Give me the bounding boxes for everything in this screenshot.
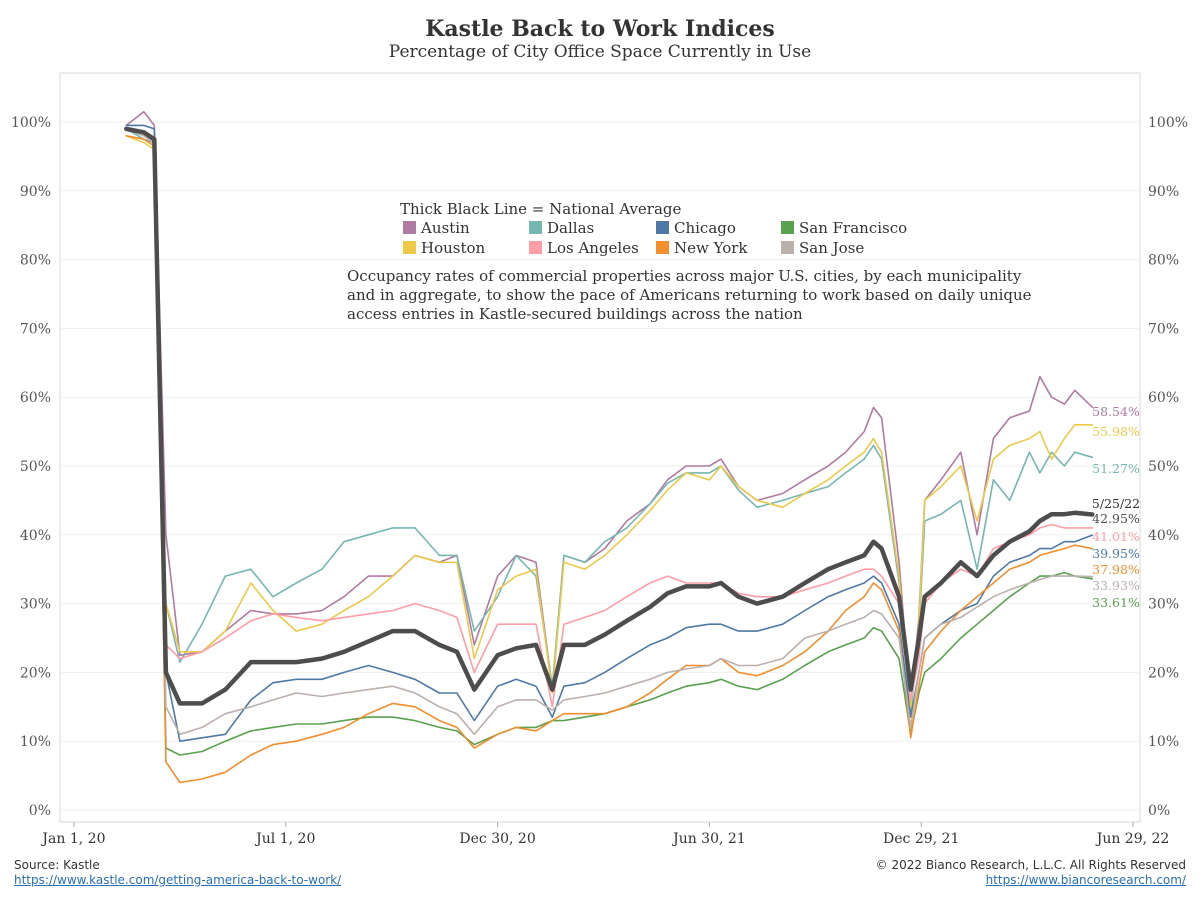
annotation-line: and in aggregate, to show the pace of Am… xyxy=(347,286,1032,304)
legend-label: Dallas xyxy=(547,219,594,237)
end-value-label-chicago: 39.95% xyxy=(1092,546,1140,561)
legend-swatch xyxy=(656,221,669,234)
series-line-san-jose xyxy=(125,128,1094,736)
end-value-label-new-york: 37.98% xyxy=(1092,562,1140,577)
legend-label: San Francisco xyxy=(799,219,907,237)
end-value-label-austin: 58.54% xyxy=(1092,404,1140,419)
series-line-austin xyxy=(125,110,1094,708)
y-tick-label-right: 80% xyxy=(1148,253,1179,269)
series-line-new-york xyxy=(125,135,1094,784)
copyright-text: © 2022 Bianco Research, L.L.C. All Right… xyxy=(875,858,1186,872)
end-value-label-dallas: 51.27% xyxy=(1092,461,1140,476)
x-tick-label: Dec 30, 20 xyxy=(459,831,535,847)
y-tick-label-right: 0% xyxy=(1148,803,1170,819)
legend-label: San Jose xyxy=(799,239,864,257)
legend-label: Los Angeles xyxy=(547,239,639,257)
series-line-national-average xyxy=(124,126,1095,706)
end-value-label-san-francisco: 33.61% xyxy=(1092,595,1140,610)
x-tick-label: Jun 29, 22 xyxy=(1095,831,1170,847)
y-tick-label-right: 10% xyxy=(1148,734,1179,750)
footer-copyright: © 2022 Bianco Research, L.L.C. All Right… xyxy=(876,858,1186,888)
site-link[interactable]: https://www.biancoresearch.com/ xyxy=(985,873,1186,887)
y-tick-label-left: 50% xyxy=(20,459,51,475)
legend-swatch xyxy=(529,221,542,234)
source-link[interactable]: https://www.kastle.com/getting-america-b… xyxy=(14,873,342,887)
plot-frame xyxy=(59,72,1141,823)
y-tick-label-left: 20% xyxy=(20,665,51,681)
y-tick-label-left: 40% xyxy=(20,528,51,544)
series-line-dallas xyxy=(125,128,1094,715)
legend-label: Chicago xyxy=(674,219,736,237)
y-tick-label-left: 30% xyxy=(20,597,51,613)
legend-title: Thick Black Line = National Average xyxy=(400,200,682,218)
chart-subtitle: Percentage of City Office Space Currentl… xyxy=(388,42,812,62)
end-value-label-san-jose: 33.93% xyxy=(1092,578,1140,593)
y-tick-label-left: 90% xyxy=(20,184,51,200)
legend-swatch xyxy=(781,221,794,234)
annotation-line: Occupancy rates of commercial properties… xyxy=(347,267,1022,285)
legend-swatch xyxy=(403,241,416,254)
y-tick-label-right: 40% xyxy=(1148,528,1179,544)
y-tick-label-left: 10% xyxy=(20,734,51,750)
legend-swatch xyxy=(656,241,669,254)
legend-label: New York xyxy=(674,239,748,257)
series-line-houston xyxy=(125,135,1094,708)
legend-swatch xyxy=(529,241,542,254)
y-tick-label-right: 20% xyxy=(1148,665,1179,681)
end-date-label: 5/25/22 xyxy=(1092,496,1140,511)
y-tick-label-right: 70% xyxy=(1148,321,1179,337)
legend-swatch xyxy=(781,241,794,254)
chart-title: Kastle Back to Work Indices xyxy=(425,16,775,42)
y-tick-label-right: 30% xyxy=(1148,597,1179,613)
footer-source: Source: Kastle https://www.kastle.com/ge… xyxy=(14,858,341,888)
x-tick-label: Jan 1, 20 xyxy=(40,831,105,847)
series-line-san-francisco xyxy=(125,128,1094,756)
y-tick-label-right: 60% xyxy=(1148,390,1179,406)
x-tick-label: Jun 30, 21 xyxy=(671,831,746,847)
end-value-label-los-angeles: 41.01% xyxy=(1092,529,1140,544)
y-tick-label-left: 70% xyxy=(20,321,51,337)
annotation-line: access entries in Kastle-secured buildin… xyxy=(347,305,803,323)
legend-label: Houston xyxy=(421,239,486,257)
y-tick-label-right: 100% xyxy=(1148,115,1188,131)
end-value-label-national-average: 42.95% xyxy=(1092,511,1140,526)
end-value-label-houston: 55.98% xyxy=(1092,424,1140,439)
legend-swatch xyxy=(403,221,416,234)
legend-label: Austin xyxy=(420,219,470,237)
source-label: Source: Kastle xyxy=(14,858,100,872)
y-tick-label-right: 50% xyxy=(1148,459,1179,475)
x-tick-label: Jul 1, 20 xyxy=(254,831,315,847)
y-tick-label-left: 60% xyxy=(20,390,51,406)
series-line-los-angeles xyxy=(125,128,1094,708)
x-tick-label: Dec 29, 21 xyxy=(883,831,959,847)
y-tick-label-right: 90% xyxy=(1148,184,1179,200)
y-tick-label-left: 100% xyxy=(11,115,51,131)
y-tick-label-left: 0% xyxy=(29,803,51,819)
y-tick-label-left: 80% xyxy=(20,253,51,269)
